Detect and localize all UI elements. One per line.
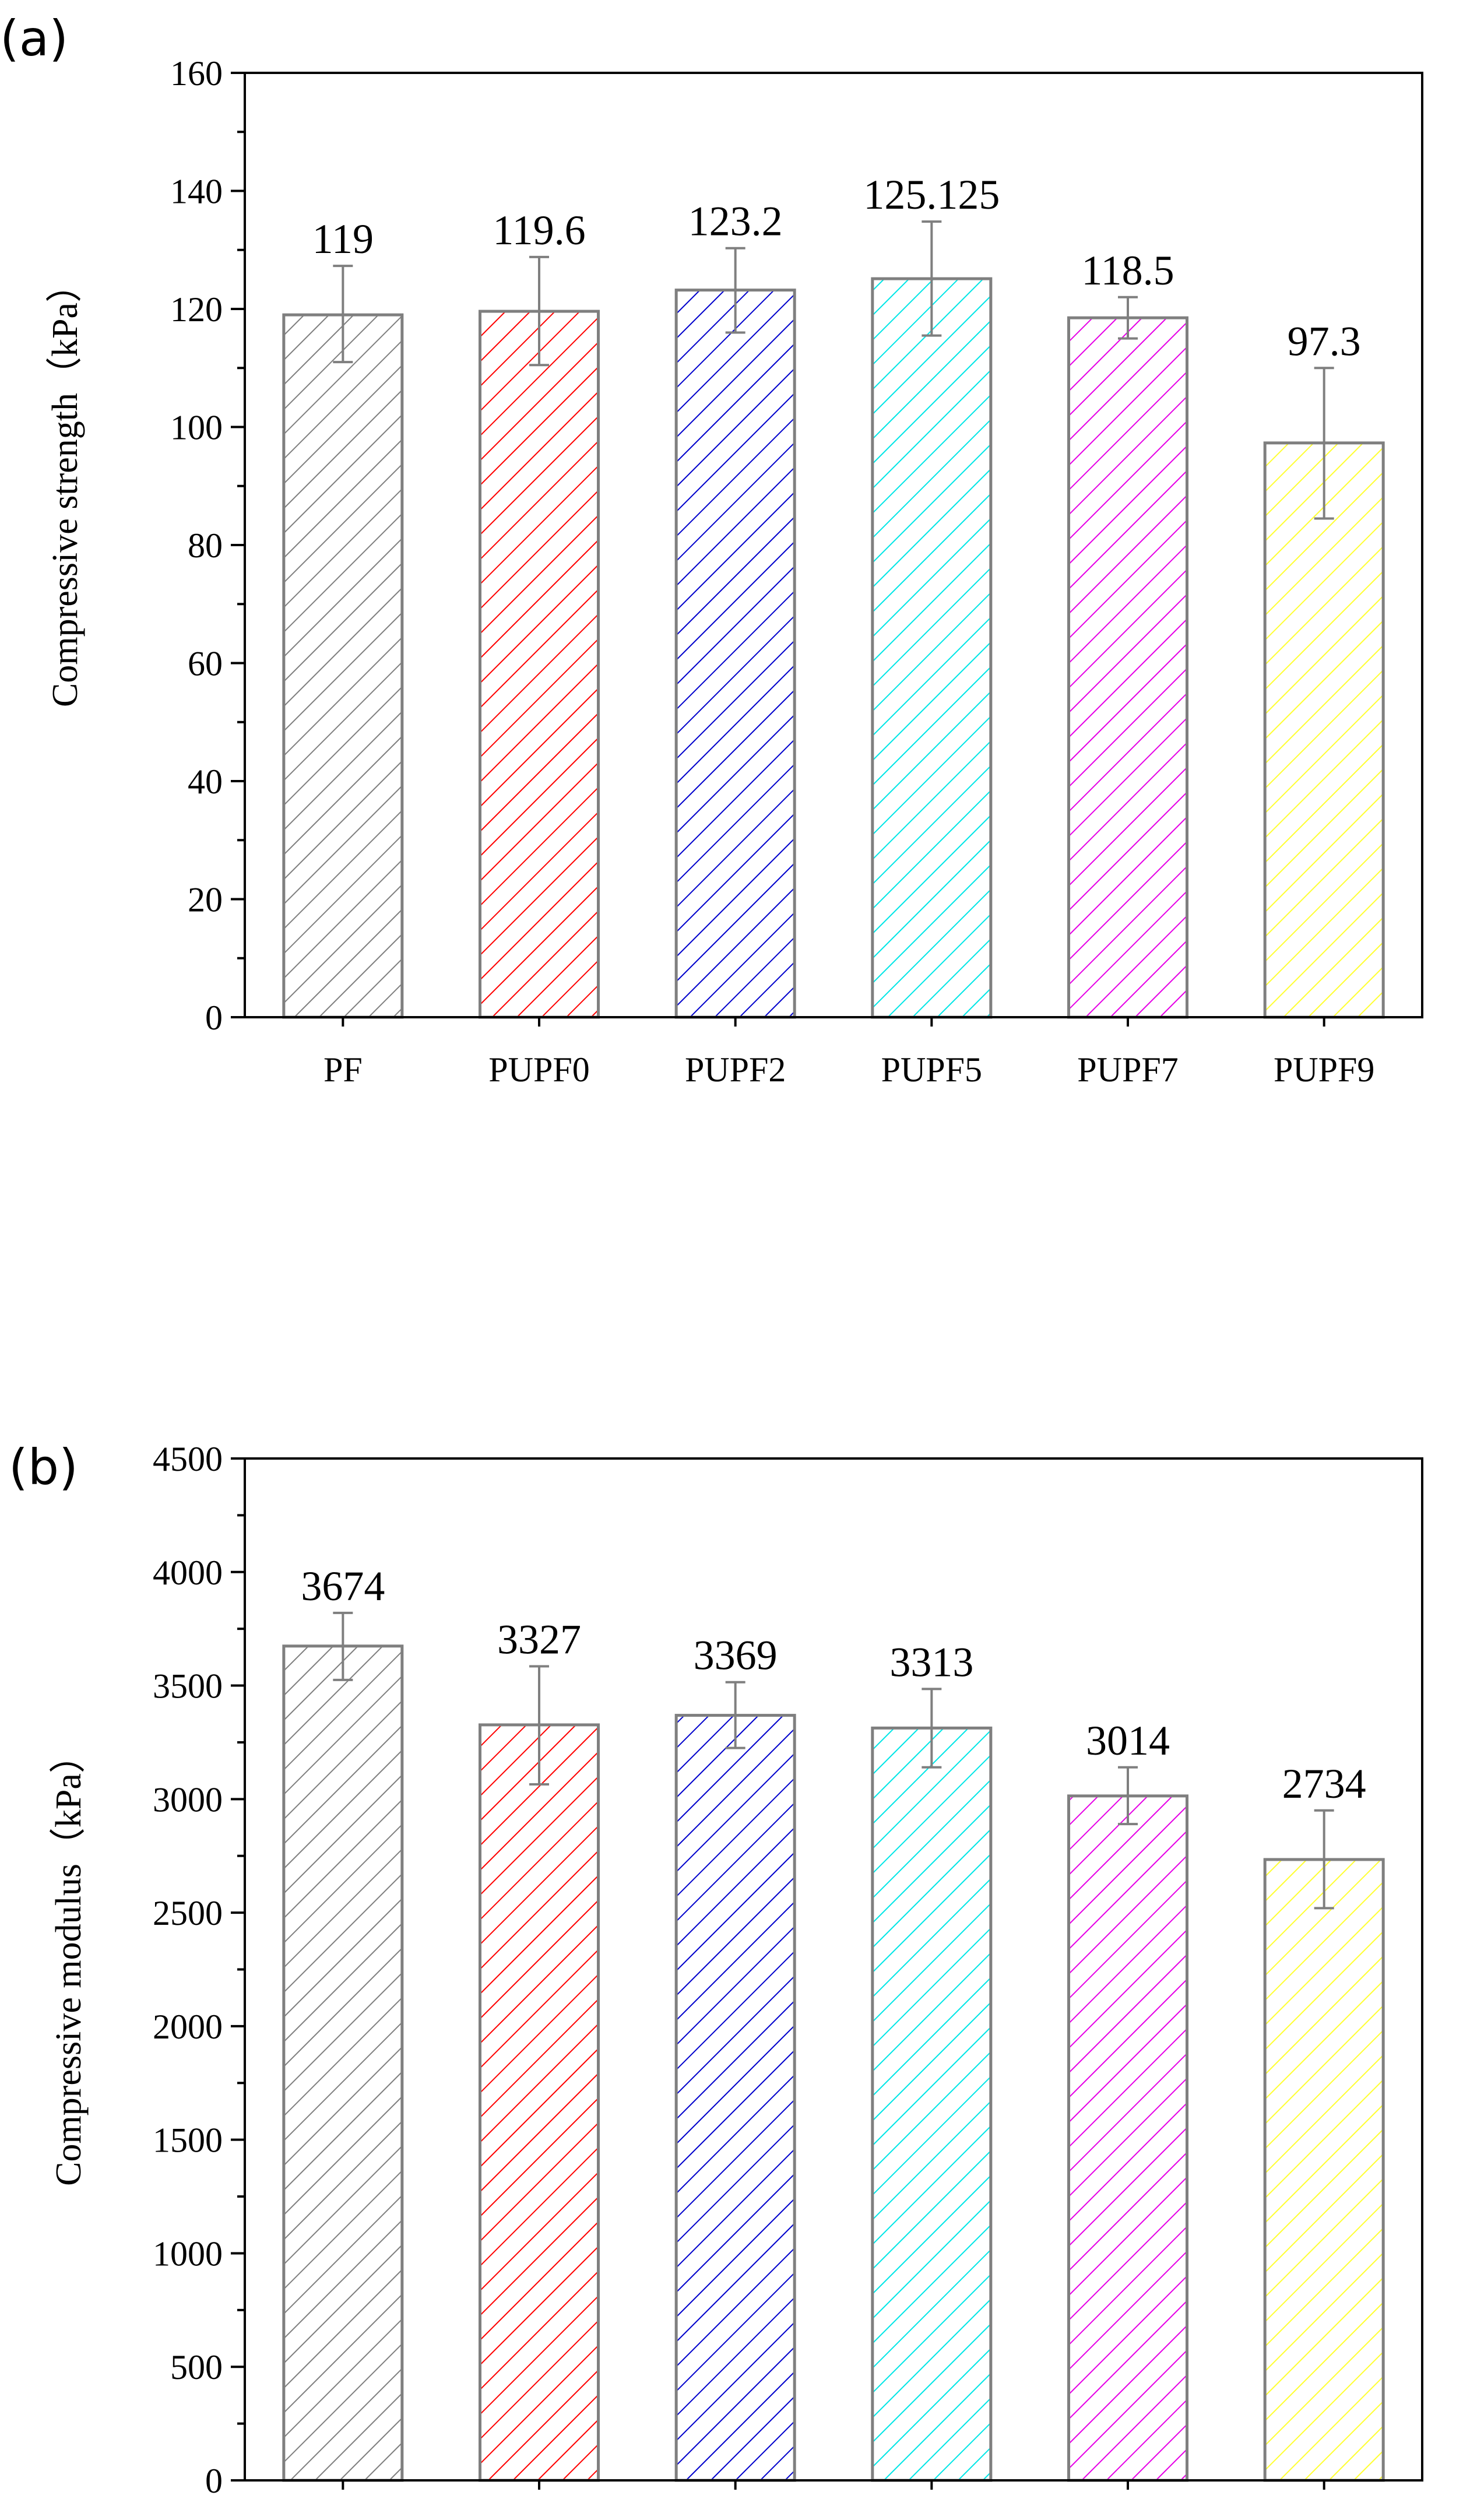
- plot-area: 119 PF 119.6 PUPF0 123.2 PUPF2 125.125 PUPF5 118…: [170, 54, 1423, 1089]
- bar-pupf2: [674, 1714, 796, 2482]
- y-tick-label: 3500: [153, 1667, 223, 1706]
- y-axis-label: Compressive modulus（kPa）: [49, 1737, 89, 2186]
- y-tick-label: 160: [170, 54, 223, 93]
- y-axis-label: Compressive strength（kPa）: [45, 266, 85, 707]
- x-tick-label: PUPF5: [881, 2514, 982, 2520]
- data-label: 125.125: [863, 171, 1000, 218]
- data-label: 97.3: [1288, 318, 1361, 364]
- y-tick-label: 100: [170, 409, 223, 447]
- data-label: 119.6: [493, 207, 585, 254]
- error-bar-pupf5: [922, 220, 942, 337]
- error-bar-pupf2: [725, 1681, 745, 1749]
- plot-frame: [244, 72, 1423, 1018]
- x-tick-label: PUPF0: [488, 1050, 589, 1089]
- y-tick-label: 3000: [153, 1780, 223, 1819]
- y-tick-label: 80: [188, 526, 223, 565]
- x-tick-label: PUPF0: [488, 2514, 589, 2520]
- data-label: 3369: [694, 1632, 778, 1679]
- y-tick-label: 2500: [153, 1894, 223, 1932]
- error-bar-pupf7: [1118, 296, 1138, 340]
- bar-pupf9: [1263, 441, 1385, 1019]
- error-bar-pf: [333, 265, 353, 364]
- bar-pupf5: [871, 1726, 993, 2482]
- panel-label: (b): [9, 1439, 78, 1496]
- error-bar-pupf5: [922, 1688, 942, 1769]
- x-tick-label: PUPF2: [685, 2514, 786, 2520]
- error-bar-pf: [333, 1611, 353, 1681]
- y-tick-label: 60: [188, 645, 223, 683]
- panel-label: (a): [0, 10, 68, 67]
- data-label: 3313: [889, 1639, 973, 1685]
- data-label: 3014: [1086, 1717, 1170, 1764]
- x-tick-label: PF: [323, 2514, 363, 2520]
- y-tick-label: 2000: [153, 2008, 223, 2046]
- y-tick-label: 0: [205, 999, 223, 1037]
- error-bar-pupf0: [529, 255, 549, 367]
- y-tick-label: 140: [170, 173, 223, 211]
- bar-pupf9: [1263, 1858, 1385, 2482]
- y-tick-label: 1000: [153, 2234, 223, 2273]
- y-tick-label: 40: [188, 762, 223, 801]
- data-label: 118.5: [1081, 247, 1174, 294]
- x-tick-label: PF: [323, 1050, 363, 1089]
- x-tick-label: PUPF9: [1274, 2514, 1374, 2520]
- y-tick-label: 1500: [153, 2121, 223, 2160]
- y-tick-label: 120: [170, 290, 223, 329]
- bar-pupf2: [674, 289, 796, 1019]
- x-tick-label: PUPF7: [1077, 2514, 1178, 2520]
- data-label: 3327: [497, 1616, 581, 1663]
- error-bar-pupf7: [1118, 1766, 1138, 1826]
- y-tick-label: 20: [188, 881, 223, 919]
- bar-pupf0: [479, 1723, 600, 2482]
- y-tick-label: 4500: [153, 1440, 223, 1478]
- bar-pupf7: [1067, 1794, 1188, 2482]
- chart-panel-b: (b) Compressive modulus（kPa） 3674 PF 3327 P…: [9, 1439, 1423, 2520]
- bar-pupf0: [479, 310, 600, 1019]
- x-tick-label: PUPF5: [881, 1050, 982, 1089]
- error-bar-pupf2: [725, 247, 745, 334]
- x-tick-label: PUPF2: [685, 1050, 786, 1089]
- y-tick-label: 0: [205, 2462, 223, 2500]
- data-label: 119: [312, 216, 374, 262]
- x-tick-label: PUPF7: [1077, 1050, 1178, 1089]
- chart-panel-a: (a) Compressive strength（kPa） 119 PF 119.6…: [0, 10, 1423, 1089]
- data-label: 2734: [1282, 1760, 1366, 1807]
- bar-pf: [282, 313, 404, 1019]
- bar-pupf7: [1067, 316, 1188, 1019]
- error-bar-pupf9: [1314, 367, 1334, 520]
- plot-frame: [244, 1457, 1423, 2482]
- bar-pupf5: [871, 277, 993, 1019]
- y-tick-label: 500: [170, 2348, 223, 2387]
- error-bar-pupf9: [1314, 1809, 1334, 1910]
- x-tick-label: PUPF9: [1274, 1050, 1374, 1089]
- bar-pf: [282, 1644, 404, 2482]
- y-tick-label: 4000: [153, 1554, 223, 1592]
- error-bar-pupf0: [529, 1665, 549, 1786]
- data-label: 3674: [301, 1563, 385, 1609]
- plot-area: 3674 PF 3327 PUPF0 3369 PUPF2 3313 PUPF5 3014 PUP…: [153, 1440, 1423, 2520]
- data-label: 123.2: [688, 198, 783, 245]
